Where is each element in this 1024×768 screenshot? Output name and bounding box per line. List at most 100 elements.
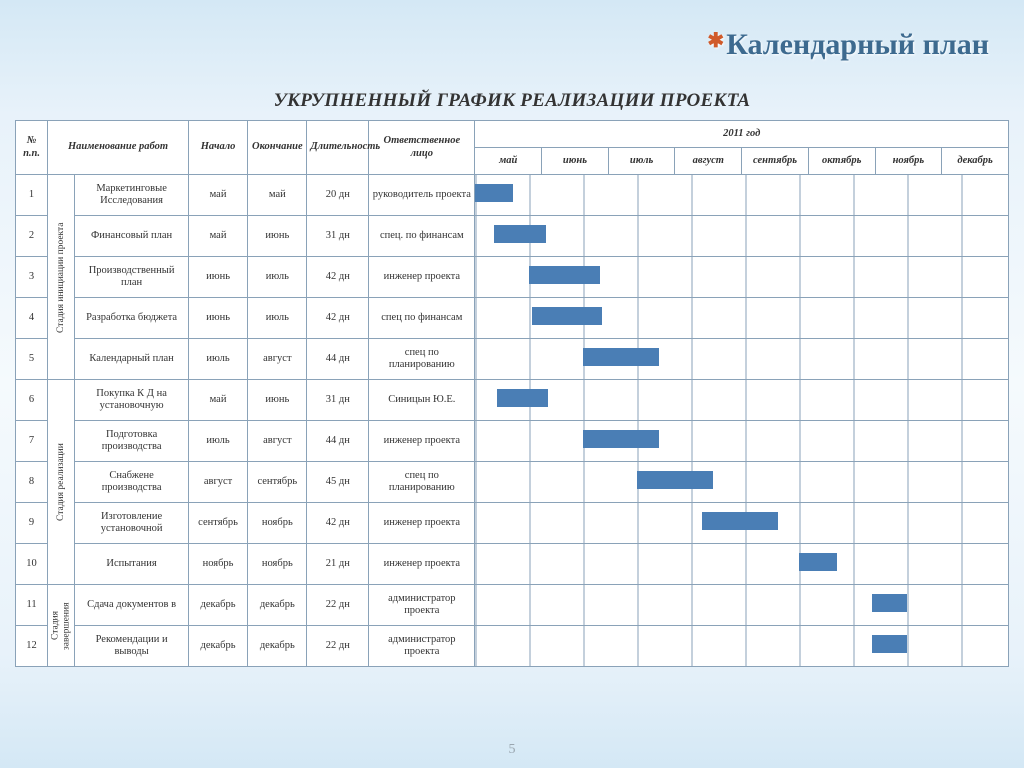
col-month-0: май <box>475 148 542 175</box>
cell-end: ноябрь <box>248 503 307 544</box>
cell-idx: 3 <box>16 257 48 298</box>
table-row: 12Рекомендации и выводыдекабрьдекабрь22 … <box>16 626 1009 667</box>
gantt-cell <box>475 421 1009 462</box>
cell-dur: 42 дн <box>307 257 369 298</box>
col-dur: Длительность <box>307 121 369 175</box>
gantt-bar <box>583 430 659 448</box>
table-row: 5Календарный планиюльавгуст44 днспец по … <box>16 339 1009 380</box>
cell-start: май <box>188 216 247 257</box>
table-row: 4Разработка бюджетаиюньиюль42 днспец по … <box>16 298 1009 339</box>
cell-start: ноябрь <box>188 544 247 585</box>
cell-start: июль <box>188 421 247 462</box>
stage-label-1: Стадия реализации <box>48 380 75 585</box>
cell-dur: 42 дн <box>307 298 369 339</box>
cell-start: июнь <box>188 257 247 298</box>
gantt-bar <box>529 266 599 284</box>
col-year: 2011 год <box>475 121 1009 148</box>
cell-end: декабрь <box>248 626 307 667</box>
cell-idx: 5 <box>16 339 48 380</box>
cell-start: июнь <box>188 298 247 339</box>
cell-idx: 2 <box>16 216 48 257</box>
cell-dur: 22 дн <box>307 585 369 626</box>
cell-end: сентябрь <box>248 462 307 503</box>
col-idx: № п.п. <box>16 121 48 175</box>
cell-start: декабрь <box>188 585 247 626</box>
col-start: Начало <box>188 121 247 175</box>
cell-dur: 21 дн <box>307 544 369 585</box>
cell-resp: спец по планированию <box>369 462 475 503</box>
cell-idx: 6 <box>16 380 48 421</box>
cell-name: Подготовка производства <box>75 421 189 462</box>
gantt-bar <box>637 471 713 489</box>
cell-dur: 44 дн <box>307 421 369 462</box>
col-month-6: ноябрь <box>875 148 942 175</box>
stage-label-0: Стадия инициации проекта <box>48 175 75 380</box>
cell-end: ноябрь <box>248 544 307 585</box>
col-month-2: июль <box>608 148 675 175</box>
cell-end: август <box>248 421 307 462</box>
col-resp: Ответственное лицо <box>369 121 475 175</box>
gantt-bar <box>494 225 545 243</box>
cell-idx: 7 <box>16 421 48 462</box>
gantt-cell <box>475 216 1009 257</box>
table-row: 7 Подготовка производстваиюльавгуст44 дни… <box>16 421 1009 462</box>
table-row: 11Стадия завершенияСдача документов вдек… <box>16 585 1009 626</box>
cell-resp: инженер проекта <box>369 421 475 462</box>
cell-resp: руководитель проекта <box>369 175 475 216</box>
cell-dur: 31 дн <box>307 216 369 257</box>
gantt-cell <box>475 298 1009 339</box>
subtitle: УКРУПНЕННЫЙ ГРАФИК РЕАЛИЗАЦИИ ПРОЕКТА <box>15 90 1009 112</box>
cell-start: май <box>188 380 247 421</box>
slide: ✱Календарный план УКРУПНЕННЫЙ ГРАФИК РЕА… <box>0 0 1024 768</box>
cell-idx: 11 <box>16 585 48 626</box>
gantt-bar <box>872 594 907 612</box>
gantt-bar <box>583 348 659 366</box>
cell-name: Рекомендации и выводы <box>75 626 189 667</box>
table-row: 9Изготовление установочнойсентябрьноябрь… <box>16 503 1009 544</box>
table-body: 1Стадия инициации проектаМаркетинговые И… <box>16 175 1009 667</box>
page-title-text: Календарный план <box>726 28 989 61</box>
cell-end: декабрь <box>248 585 307 626</box>
star-icon: ✱ <box>707 30 724 52</box>
cell-name: Маркетинговые Исследования <box>75 175 189 216</box>
table-row: 10Испытанияноябрьноябрь21 днинженер прое… <box>16 544 1009 585</box>
cell-resp: спец по планированию <box>369 339 475 380</box>
cell-dur: 45 дн <box>307 462 369 503</box>
cell-resp: Синицын Ю.Е. <box>369 380 475 421</box>
cell-resp: спец. по финансам <box>369 216 475 257</box>
gantt-bar <box>702 512 778 530</box>
cell-end: май <box>248 175 307 216</box>
stage-label-2: Стадия завершения <box>48 585 75 667</box>
gantt-cell <box>475 175 1009 216</box>
gantt-cell <box>475 544 1009 585</box>
gantt-cell <box>475 380 1009 421</box>
gantt-table: № п.п. Наименование работ Начало Окончан… <box>15 120 1009 667</box>
cell-idx: 10 <box>16 544 48 585</box>
cell-dur: 20 дн <box>307 175 369 216</box>
cell-name: Сдача документов в <box>75 585 189 626</box>
cell-start: декабрь <box>188 626 247 667</box>
gantt-bar <box>497 389 548 407</box>
table-head: № п.п. Наименование работ Начало Окончан… <box>16 121 1009 175</box>
table-row: 8Снабжене производстваавгустсентябрь45 д… <box>16 462 1009 503</box>
cell-name: Изготовление установочной <box>75 503 189 544</box>
cell-end: август <box>248 339 307 380</box>
page-number: 5 <box>0 742 1024 758</box>
cell-name: Разработка бюджета <box>75 298 189 339</box>
cell-dur: 22 дн <box>307 626 369 667</box>
gantt-bar <box>872 635 907 653</box>
cell-name: Календарный план <box>75 339 189 380</box>
cell-resp: инженер проекта <box>369 503 475 544</box>
gantt-cell <box>475 339 1009 380</box>
cell-end: июнь <box>248 216 307 257</box>
col-end: Окончание <box>248 121 307 175</box>
cell-end: июль <box>248 298 307 339</box>
cell-idx: 1 <box>16 175 48 216</box>
table-row: 6Стадия реализацииПокупка К Д на установ… <box>16 380 1009 421</box>
gantt-bar <box>475 184 513 202</box>
col-month-3: август <box>675 148 742 175</box>
cell-dur: 42 дн <box>307 503 369 544</box>
cell-start: июль <box>188 339 247 380</box>
gantt-bar <box>799 553 837 571</box>
cell-resp: администратор проекта <box>369 626 475 667</box>
